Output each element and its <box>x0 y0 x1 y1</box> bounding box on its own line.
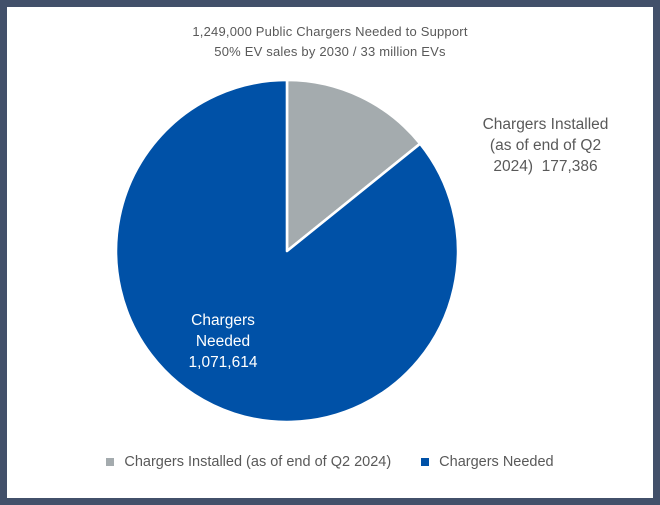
installed-label-line2: (as of end of Q2 <box>489 137 602 154</box>
chart-title-line1: 1,249,000 Public Chargers Needed to Supp… <box>192 24 468 39</box>
needed-label-line2: Needed <box>195 333 251 350</box>
needed-label-line1: Chargers <box>191 312 255 329</box>
legend-marker-gray-square-icon <box>106 458 115 466</box>
installed-label-value: 2024) 177,386 <box>493 158 598 175</box>
pie-slice-chargers-installed-as-of-end-of-q2-2024[interactable] <box>285 78 422 253</box>
legend-label-chargers-needed: Chargers Needed <box>439 454 554 470</box>
data-label-chargers-installed: Chargers Installed (as of end of Q2 2024… <box>448 114 643 177</box>
needed-label-value: 1,071,614 <box>188 354 258 371</box>
chart-legend: Chargers Installed (as of end of Q2 2024… <box>0 454 660 470</box>
data-label-chargers-needed: Chargers Needed 1,071,614 <box>152 310 294 373</box>
pie-slice-chargers-needed[interactable] <box>114 78 460 424</box>
legend-item-chargers-installed[interactable]: Chargers Installed (as of end of Q2 2024… <box>106 454 391 470</box>
legend-marker-blue-square-icon <box>421 458 430 466</box>
legend-item-chargers-needed[interactable]: Chargers Needed <box>421 454 554 470</box>
installed-label-line1: Chargers Installed <box>482 116 609 133</box>
chart-title: 1,249,000 Public Chargers Needed to Supp… <box>0 22 660 62</box>
chart-title-line2: 50% EV sales by 2030 / 33 million EVs <box>214 44 446 59</box>
legend-label-chargers-installed: Chargers Installed (as of end of Q2 2024… <box>124 454 392 470</box>
